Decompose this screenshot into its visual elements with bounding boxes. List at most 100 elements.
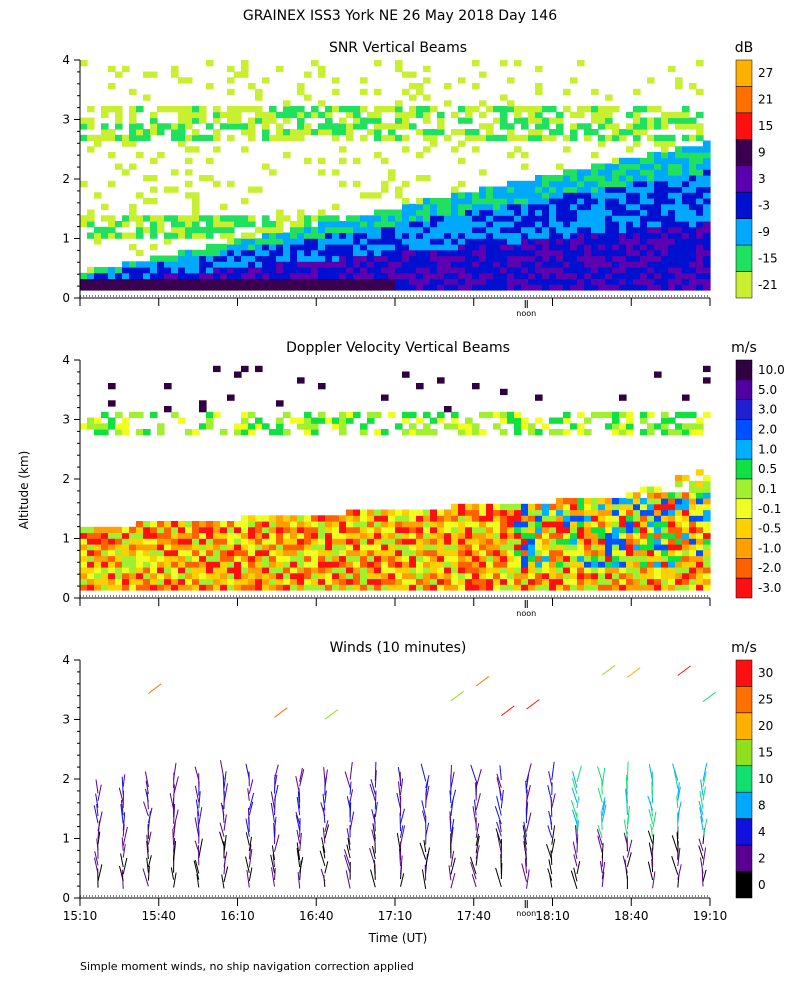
heatmap-cell (542, 244, 550, 251)
heatmap-cell (255, 238, 263, 245)
heatmap-cell (521, 215, 529, 222)
heatmap-cell (192, 584, 200, 591)
heatmap-cell (178, 123, 186, 130)
heatmap-cell (416, 561, 424, 568)
heatmap-cell (682, 515, 690, 522)
heatmap-cell (157, 429, 165, 436)
heatmap-cell (374, 272, 382, 280)
heatmap-cell (500, 203, 508, 211)
heatmap-cell (129, 261, 137, 268)
heatmap-cell (626, 157, 634, 165)
heatmap-cell (108, 278, 116, 285)
heatmap-cell (647, 261, 655, 268)
heatmap-cell (626, 226, 634, 234)
heatmap-cell (577, 203, 585, 211)
heatmap-cell (325, 215, 333, 222)
heatmap-cell (423, 261, 431, 268)
heatmap-cell (276, 255, 284, 262)
heatmap-cell (437, 249, 445, 257)
heatmap-cell (248, 578, 256, 585)
heatmap-cell (479, 503, 487, 511)
heatmap-cell (178, 77, 186, 84)
heatmap-cell (703, 209, 711, 216)
heatmap-cell (213, 365, 221, 373)
heatmap-cell (675, 157, 683, 165)
heatmap-cell (584, 249, 592, 257)
wind-barb (198, 807, 203, 825)
heatmap-cell (283, 532, 291, 539)
heatmap-cell (514, 411, 522, 419)
heatmap-cell (549, 180, 557, 188)
heatmap-cell (612, 526, 620, 534)
heatmap-cell (612, 238, 620, 245)
heatmap-cell (633, 203, 641, 211)
heatmap-cell (416, 255, 424, 262)
heatmap-cell (332, 584, 340, 591)
heatmap-cell (675, 423, 683, 430)
heatmap-cell (199, 232, 207, 239)
heatmap-cell (430, 129, 438, 136)
heatmap-cell (108, 572, 116, 580)
heatmap-cell (94, 561, 102, 568)
heatmap-cell (115, 555, 123, 562)
heatmap-cell (598, 244, 606, 251)
wind-barb (524, 858, 527, 874)
heatmap-cell (388, 238, 396, 245)
heatmap-cell (535, 192, 543, 199)
heatmap-cell (556, 261, 564, 268)
heatmap-cell (528, 249, 536, 257)
wind-barb (700, 857, 704, 874)
heatmap-cell (654, 209, 662, 216)
heatmap-cell (332, 123, 340, 130)
heatmap-cell (633, 186, 641, 193)
heatmap-cell (304, 538, 312, 545)
heatmap-cell (423, 549, 431, 557)
heatmap-cell (647, 134, 655, 142)
heatmap-cell (486, 221, 494, 228)
heatmap-cell (570, 538, 578, 545)
heatmap-cell (192, 544, 200, 551)
heatmap-cell (549, 106, 557, 113)
heatmap-cell (227, 215, 235, 222)
wind-barb (623, 819, 628, 838)
heatmap-cell (311, 226, 319, 234)
heatmap-cell (696, 480, 704, 488)
heatmap-cell (304, 71, 312, 78)
heatmap-cell (458, 555, 466, 562)
colorbar-label: -3 (758, 198, 770, 212)
heatmap-cell (332, 215, 340, 222)
heatmap-cell (199, 117, 207, 124)
heatmap-cell (703, 549, 711, 557)
heatmap-cell (360, 526, 368, 534)
heatmap-cell (227, 394, 235, 401)
heatmap-cell (304, 544, 312, 551)
heatmap-cell (472, 521, 480, 528)
wind-barb (322, 827, 326, 844)
heatmap-cell (626, 169, 634, 176)
heatmap-cell (423, 175, 431, 182)
colorbar-label: 15 (758, 119, 773, 133)
heatmap-cell (192, 572, 200, 580)
heatmap-cell (549, 544, 557, 551)
heatmap-cell (388, 567, 396, 574)
heatmap-cell (521, 226, 529, 234)
heatmap-cell (136, 549, 144, 557)
heatmap-cell (248, 249, 256, 257)
heatmap-cell (269, 117, 277, 124)
wind-barb (496, 777, 502, 796)
heatmap-cell (136, 578, 144, 585)
heatmap-cell (143, 532, 151, 539)
colorbar-swatch (735, 765, 753, 793)
heatmap-cell (563, 244, 571, 251)
heatmap-cell (633, 498, 641, 505)
heatmap-cell (647, 503, 655, 511)
heatmap-cell (661, 140, 669, 147)
heatmap-cell (633, 532, 641, 539)
heatmap-cell (290, 272, 298, 280)
heatmap-cell (297, 521, 305, 528)
heatmap-cell (297, 221, 305, 228)
heatmap-cell (633, 544, 641, 551)
heatmap-cell (619, 567, 627, 574)
heatmap-cell (185, 538, 193, 545)
